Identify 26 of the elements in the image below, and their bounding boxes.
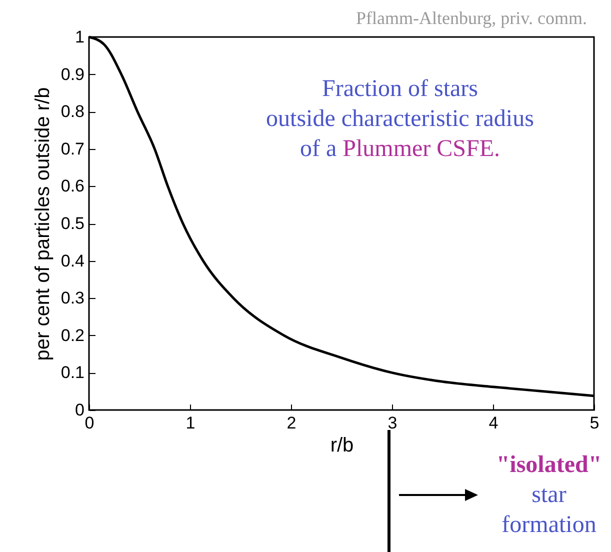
x-tick-label: 2 — [286, 414, 296, 432]
annotation: outside characteristic radius — [266, 106, 534, 132]
x-tick-label: 4 — [488, 414, 498, 432]
x-axis-title: r/b — [330, 434, 354, 456]
y-tick-label: 0.6 — [60, 176, 84, 196]
x-tick-label: 3 — [388, 414, 398, 432]
y-tick-label: 0.2 — [60, 326, 84, 345]
x-tick-label: 1 — [186, 414, 196, 432]
annotation: Plummer CSFE. — [342, 136, 500, 162]
y-tick-label: 0 — [75, 400, 84, 420]
text: "isolated" — [496, 452, 602, 478]
text: star — [532, 482, 566, 508]
y-tick-label: 0.8 — [60, 102, 84, 122]
y-tick-label: 1 — [75, 28, 84, 46]
y-tick-label: 0.7 — [60, 139, 84, 158]
text: Pflamm-Altenburg, priv. comm. — [356, 8, 587, 28]
y-tick-label: 0.1 — [60, 363, 84, 382]
y-tick-label: 0.3 — [60, 288, 84, 308]
y-tick-label: 0.9 — [60, 64, 84, 84]
y-axis-title: per cent of particles outside r/b — [32, 87, 54, 361]
text: formation — [502, 512, 596, 538]
annotation: of a — [300, 136, 337, 162]
y-tick-label: 0.5 — [60, 214, 84, 233]
y-tick-label: 0.4 — [60, 251, 84, 270]
x-tick-label: 5 — [590, 414, 600, 432]
annotation: Fraction of stars — [322, 76, 478, 102]
